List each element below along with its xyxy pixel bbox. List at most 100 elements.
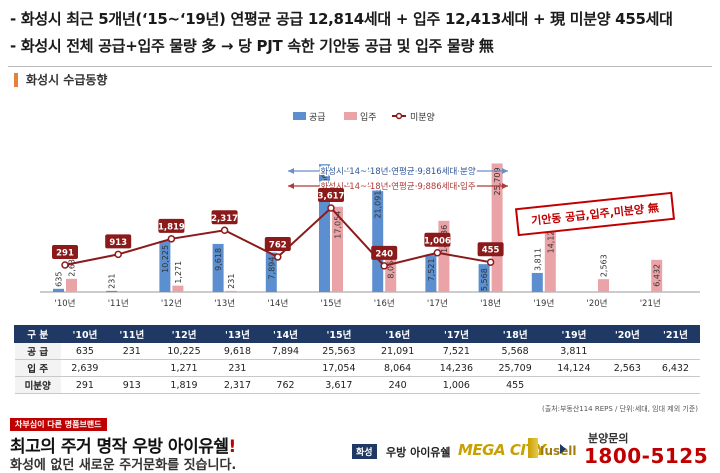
table-header-8: '18년: [485, 325, 546, 343]
supply-bar: [106, 290, 118, 292]
table-cell: 6,432: [651, 359, 700, 377]
section-title: 화성시 수급동향: [14, 73, 107, 87]
supply-bar: [372, 186, 384, 292]
unsold-value-label: 1,006: [424, 236, 451, 246]
unsold-point: [220, 226, 229, 235]
table-body: 공 급 635 231 10,225 9,618 7,894 25,563 21,091 7,5…: [14, 342, 700, 394]
table-header-2: '12년: [154, 325, 214, 343]
supply-bar: [53, 288, 64, 292]
unsold-label-box: [477, 242, 504, 257]
table-cell: 17,054: [309, 359, 369, 377]
table-cell: [603, 376, 652, 394]
x-tick-label: '15년: [321, 298, 342, 309]
x-tick-label: '20년: [587, 298, 608, 309]
table-row: 공 급 635 231 10,225 9,618 7,894 25,563 21,091 7,5…: [14, 342, 700, 360]
x-tick-label: '19년: [533, 298, 554, 309]
table-cell: 21,091: [368, 342, 428, 360]
inquiry-label: 분양문의: [588, 432, 629, 445]
move-avg-arrowhead-right: [502, 183, 508, 189]
slogan-main: 최고의 주거 명작 우방 아이유쉘!: [10, 432, 236, 457]
header-bullet-2: - 화성시 전체 공급+입주 물량 多 → 당 PJT 속한 기안동 공급 및 …: [10, 37, 494, 55]
move-avg-arrowhead-left: [288, 183, 294, 189]
x-tick-label: '14년: [267, 298, 288, 309]
move-in-bar: [598, 279, 609, 292]
unsold-value-label: 913: [109, 238, 127, 248]
table-cell: 2,563: [603, 359, 652, 377]
unsold-label-box: [264, 236, 291, 251]
supply-bar: [425, 254, 437, 292]
move-in-bar: [172, 285, 184, 292]
x-tick-label: '16년: [374, 298, 395, 309]
table-row: 입 주 2,639 1,271 231 17,054 8,064 14,236 25,709 1…: [14, 359, 700, 377]
move-in-bar: [332, 206, 343, 292]
table-cell: [603, 342, 652, 360]
header-bullets: - 화성시 최근 5개년(‘15~‘19년) 연평균 공급 12,814세대 +…: [10, 6, 710, 60]
header-bullet-1: - 화성시 최근 5개년(‘15~‘19년) 연평균 공급 12,814세대 +…: [10, 10, 673, 28]
move-in-value-label: 8,064: [387, 256, 396, 279]
table-header-4: '14년: [260, 325, 311, 343]
table-cell: 762: [261, 376, 310, 394]
table-cell: [651, 376, 700, 394]
table-cell: 913: [108, 376, 155, 394]
table-header-7: '17년: [426, 325, 487, 343]
unsold-value-label: 3,617: [318, 192, 345, 202]
slogan-exclaim: !: [228, 437, 237, 457]
move-in-value-label: 2,563: [600, 254, 609, 277]
legend-move-in-label: 입주: [360, 111, 377, 123]
unsold-label-box: [105, 234, 132, 249]
phone-number[interactable]: 1800-5125: [584, 444, 709, 468]
brand-logo-text: Iusell: [540, 444, 577, 458]
brand-region-tag: 화성: [352, 444, 377, 459]
unsold-label-box: [158, 218, 185, 233]
unsold-value-label: 455: [482, 246, 500, 256]
move-in-value-label: 1,271: [174, 261, 183, 284]
table-header-3: '13년: [212, 325, 262, 343]
move-in-value-label: 2,639: [68, 254, 77, 277]
table-row-label: 미분양: [14, 376, 61, 394]
unsold-label-box: [371, 245, 398, 260]
move-in-bar: [385, 251, 397, 292]
slogan-main-text: 최고의 주거 명작 우방 아이유쉘: [10, 437, 229, 457]
supply-avg-arrowhead-right: [502, 168, 508, 174]
move-in-bar: [491, 163, 503, 292]
unsold-value-label: 291: [56, 249, 74, 259]
unsold-value-label: 762: [269, 240, 287, 250]
table-cell: 455: [485, 376, 545, 394]
table-cell: 25,563: [309, 342, 369, 360]
table-header-9: '19년: [544, 325, 604, 343]
table-cell: 240: [368, 376, 428, 394]
move-in-value-label: 25,709: [493, 167, 502, 195]
x-tick-label: '13년: [214, 298, 235, 309]
header-divider: [8, 66, 712, 67]
unsold-point: [114, 250, 122, 259]
unsold-point: [274, 253, 282, 261]
supply-value-label: 21,091: [374, 191, 383, 219]
move-in-value-label: 6,432: [653, 264, 662, 287]
table-cell: 1,819: [154, 376, 214, 394]
supply-value-label: 231: [108, 274, 117, 289]
table-cell: 1,271: [154, 359, 214, 377]
x-tick-label: '12년: [161, 298, 182, 309]
unsold-value-label: 240: [375, 249, 393, 259]
table-cell: 9,618: [213, 342, 262, 360]
move-in-bar: [438, 220, 450, 292]
unsold-label-box: [211, 210, 238, 225]
supply-bar: [319, 164, 330, 292]
supply-bar: [265, 252, 277, 292]
x-tick-label: '11년: [108, 298, 129, 309]
x-tick-label: '21년: [640, 298, 661, 309]
unsold-value-label: 1,819: [158, 222, 185, 232]
table-cell: 231: [213, 359, 262, 377]
table-cell: [108, 359, 155, 377]
supply-avg-arrowhead-left: [288, 168, 294, 174]
legend-move-in-swatch: [344, 112, 357, 120]
unsold-value-label: 2,317: [211, 214, 238, 224]
table-cell: 3,617: [309, 376, 369, 394]
brand-megacity: MEGA CITY: [458, 441, 546, 459]
table-cell: 5,568: [485, 342, 545, 360]
table-cell: [544, 376, 604, 394]
table-cell: 14,236: [427, 359, 486, 377]
legend-unsold-label: 미분양: [410, 112, 435, 123]
table-cell: 635: [60, 342, 109, 360]
table-row-label: 공 급: [14, 342, 61, 360]
